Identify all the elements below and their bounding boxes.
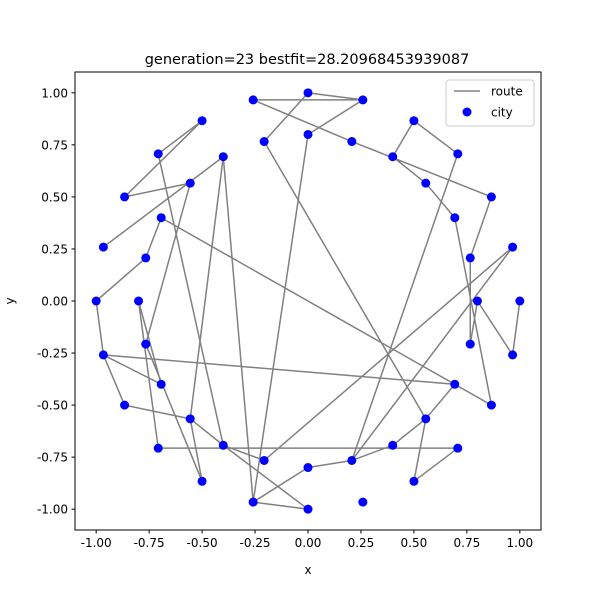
y-tick-label: 0.50: [41, 190, 68, 204]
city-point-36: [303, 463, 313, 473]
city-point-7: [508, 350, 518, 360]
y-tick-label: -0.25: [37, 347, 68, 361]
city-point-19: [98, 242, 108, 252]
y-tick-label: -1.00: [37, 503, 68, 517]
city-point-47: [259, 137, 269, 147]
x-tick-label: 0.75: [454, 536, 481, 550]
y-tick-label: 0.75: [41, 138, 68, 152]
y-tick-label: -0.50: [37, 399, 68, 413]
city-point-41: [141, 339, 151, 349]
city-point-10: [409, 476, 419, 486]
legend-city-swatch: [462, 107, 472, 117]
city-point-8: [486, 400, 496, 410]
x-tick-label: -1.00: [81, 536, 112, 550]
city-point-29: [465, 253, 475, 263]
y-axis-label: y: [3, 297, 17, 304]
x-tick-label: 0.00: [295, 536, 322, 550]
legend-route-label: route: [491, 85, 523, 99]
x-tick-label: 1.00: [506, 536, 533, 550]
city-point-22: [197, 116, 207, 126]
city-point-14: [197, 476, 207, 486]
city-point-3: [453, 149, 463, 159]
x-tick-label: -0.75: [134, 536, 165, 550]
city-point-28: [450, 213, 460, 223]
city-point-32: [450, 379, 460, 389]
city-point-15: [153, 443, 163, 453]
city-point-11: [358, 497, 368, 507]
city-point-4: [486, 192, 496, 202]
city-point-31: [465, 339, 475, 349]
x-tick-label: -0.25: [240, 536, 271, 550]
city-point-38: [218, 440, 228, 450]
city-point-37: [259, 455, 269, 465]
city-point-43: [141, 253, 151, 263]
city-point-24: [303, 129, 313, 139]
city-point-33: [421, 414, 431, 424]
y-tick-label: 0.00: [41, 295, 68, 309]
city-point-30: [472, 296, 482, 306]
legend: route city: [445, 79, 535, 127]
legend-city-label: city: [491, 106, 513, 120]
city-point-46: [218, 152, 228, 162]
city-point-13: [248, 497, 258, 507]
city-point-2: [409, 116, 419, 126]
city-point-21: [153, 149, 163, 159]
y-tick-label: 1.00: [41, 86, 68, 100]
city-point-1: [358, 95, 368, 105]
y-tick-label: -0.75: [37, 451, 68, 465]
chart-title: generation=23 bestfit=28.20968453939087: [145, 52, 470, 68]
city-point-16: [120, 400, 130, 410]
x-tick-label: 0.50: [401, 536, 428, 550]
plot-area: [91, 88, 525, 514]
city-point-39: [185, 414, 195, 424]
city-point-25: [347, 137, 357, 147]
city-point-44: [156, 213, 166, 223]
city-point-26: [388, 152, 398, 162]
x-tick-label: -0.50: [187, 536, 218, 550]
y-tick-label: 0.25: [41, 242, 68, 256]
city-point-23: [248, 95, 258, 105]
city-point-6: [515, 296, 525, 306]
city-point-20: [120, 192, 130, 202]
city-point-34: [388, 440, 398, 450]
city-point-5: [508, 242, 518, 252]
x-tick-label: 0.25: [348, 536, 375, 550]
city-point-17: [98, 350, 108, 360]
axes-ticks: -1.00 -0.75 -0.50 -0.25 0.00 0.25 0.50 0.75 1.00…: [37, 86, 533, 550]
city-point-45: [185, 178, 195, 188]
city-point-0: [303, 88, 313, 98]
city-point-18: [91, 296, 101, 306]
city-point-40: [156, 379, 166, 389]
city-point-35: [347, 455, 357, 465]
x-axis-label: x: [304, 563, 311, 577]
city-point-12: [303, 504, 313, 514]
city-point-42: [134, 296, 144, 306]
city-point-9: [453, 443, 463, 453]
city-point-27: [421, 178, 431, 188]
